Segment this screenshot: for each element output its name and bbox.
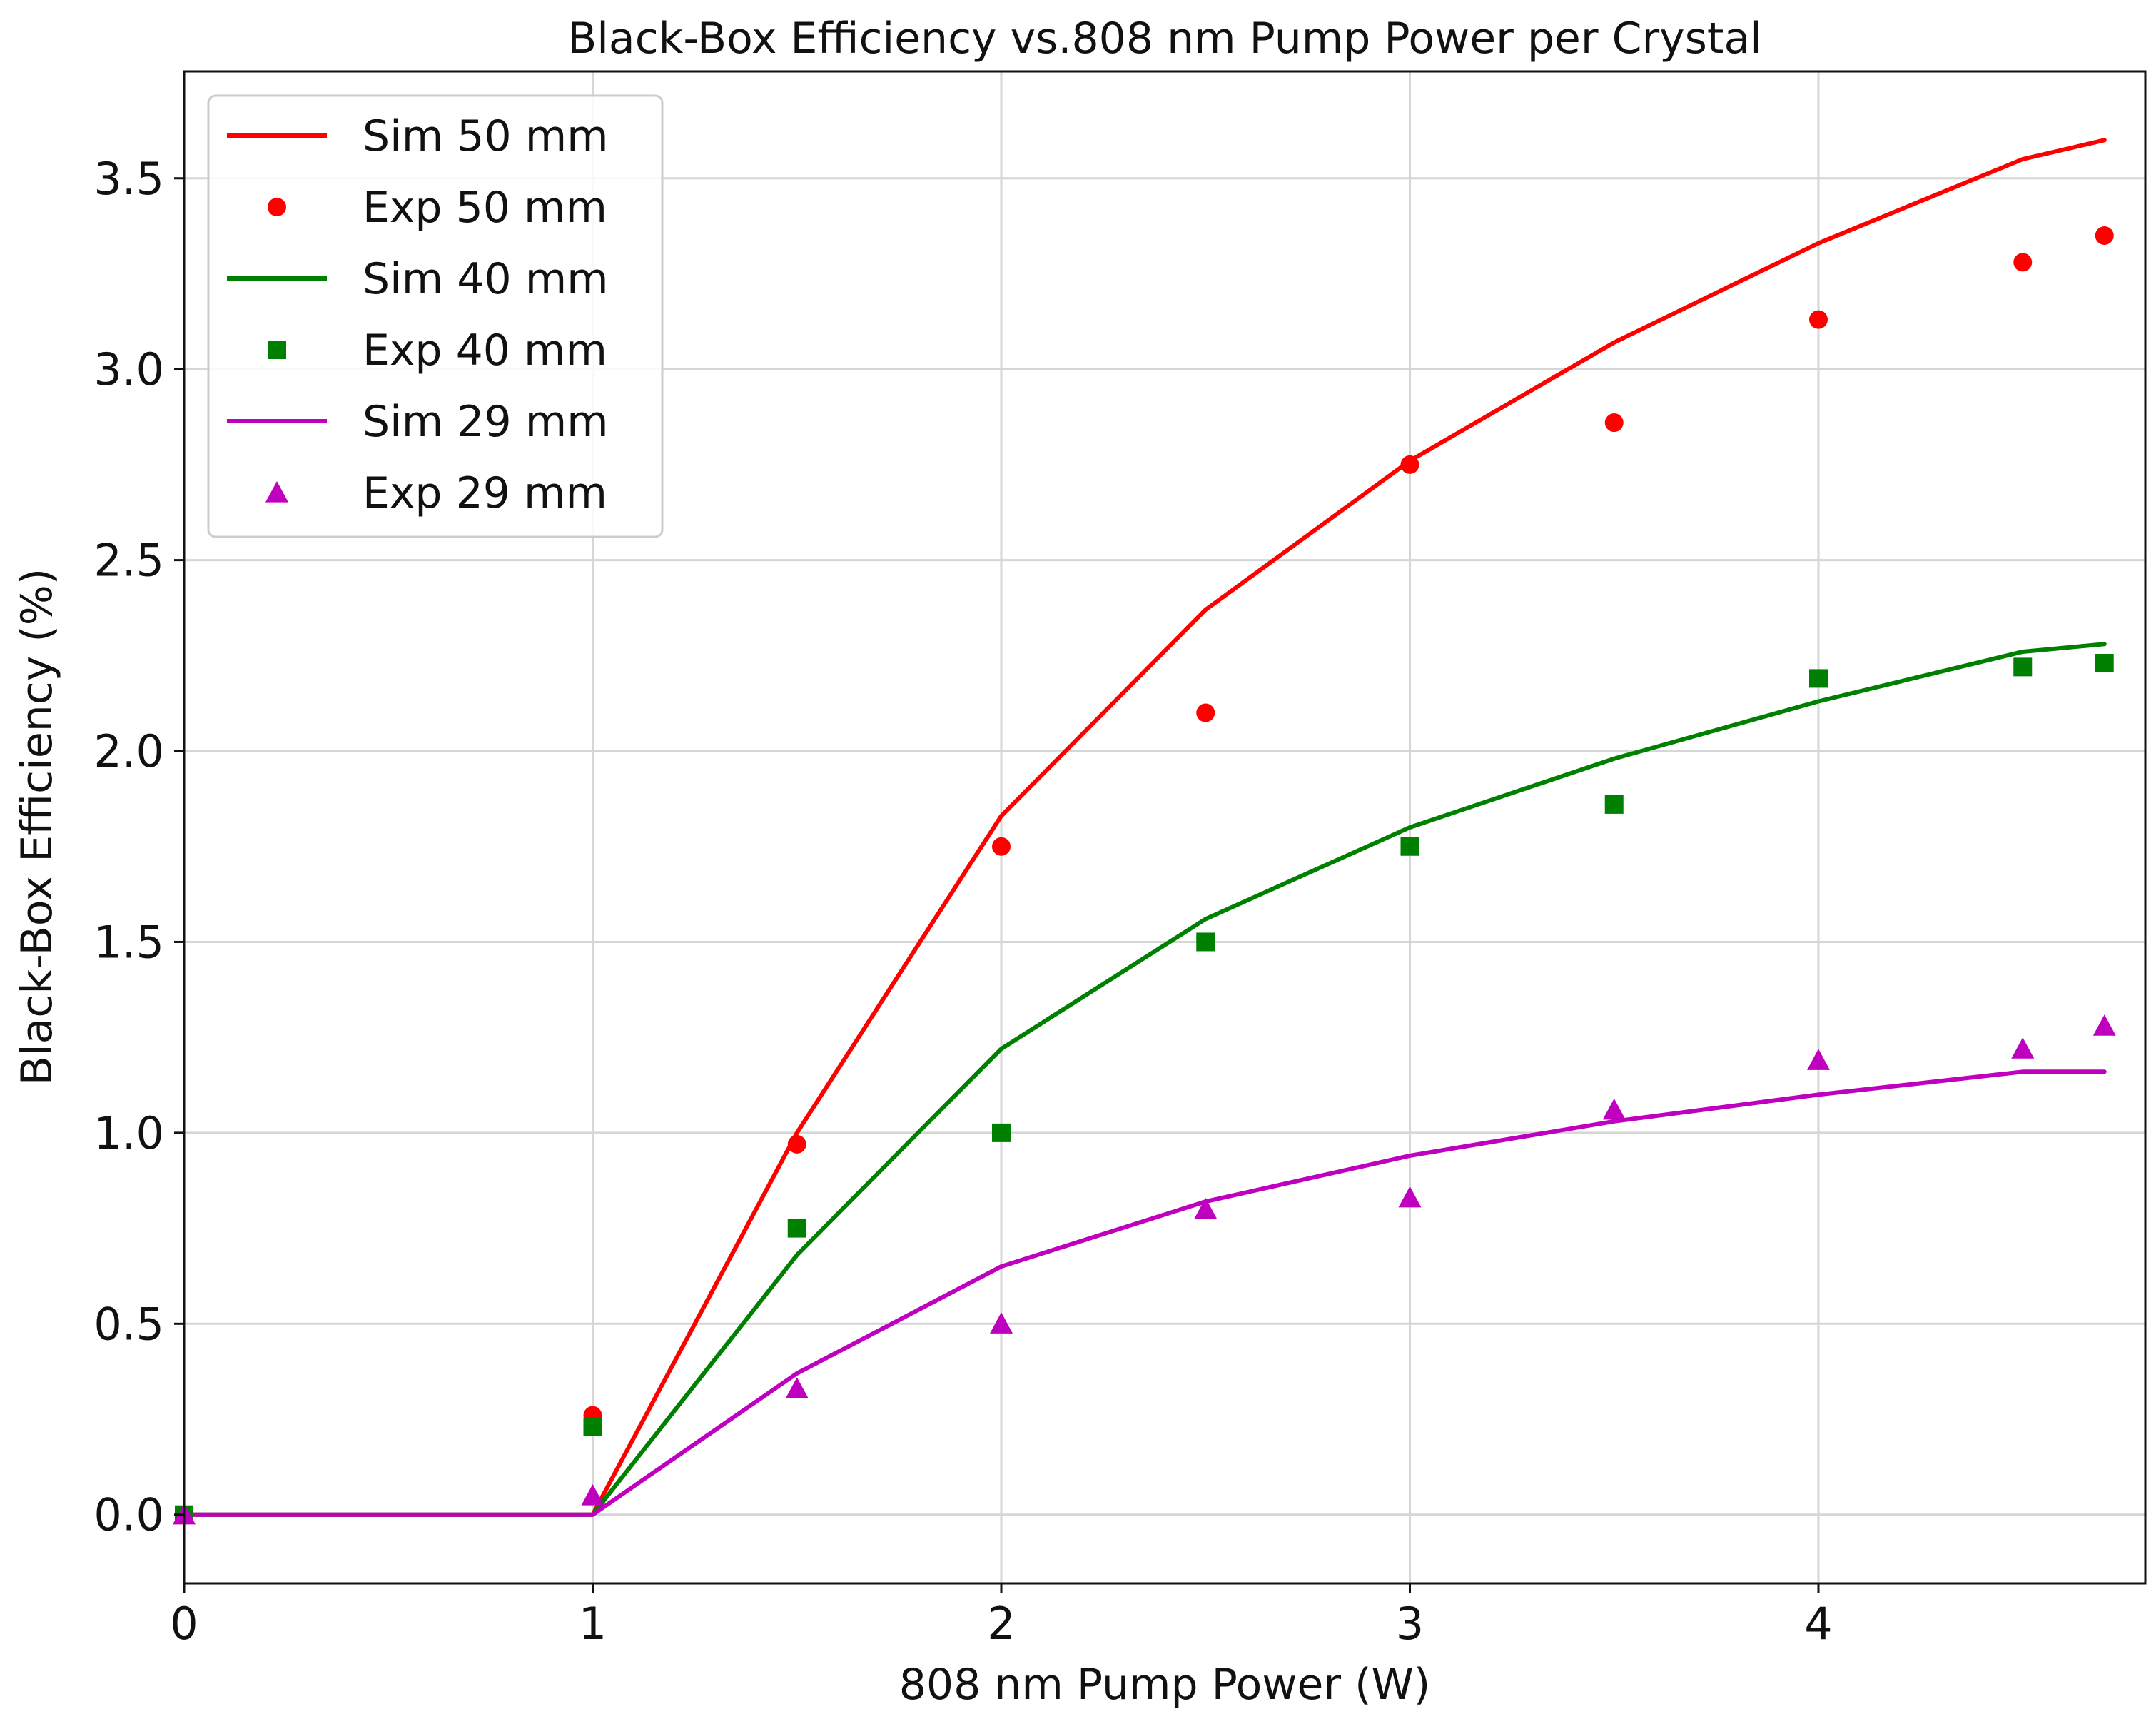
data-point-exp-50-mm — [2095, 226, 2114, 245]
x-axis-label: 808 nm Pump Power (W) — [899, 1660, 1431, 1710]
plot-series — [173, 138, 2116, 1525]
chart-title: Black-Box Efficiency vs.808 nm Pump Powe… — [567, 14, 1762, 64]
legend-entry-sim-40-mm: Sim 40 mm — [227, 254, 609, 304]
legend-label: Sim 50 mm — [363, 111, 609, 161]
y-tick-label: 2.5 — [93, 535, 164, 587]
data-point-exp-40-mm — [2013, 657, 2033, 677]
series-exp-40-mm — [175, 654, 2114, 1524]
data-point-exp-50-mm — [1604, 413, 1624, 433]
axis-ticks: 0 1 2 3 4 0.0 0.5 1.0 1.5 2.0 2.5 3.0 3.5 — [93, 153, 1832, 1650]
legend-label: Sim 40 mm — [363, 254, 609, 304]
data-point-exp-40-mm — [1604, 795, 1624, 814]
data-point-exp-29-mm — [1398, 1186, 1422, 1208]
data-point-exp-40-mm — [1196, 932, 1215, 952]
data-point-exp-29-mm — [785, 1377, 809, 1398]
y-tick-label: 3.0 — [93, 343, 164, 395]
y-tick-label: 0.0 — [93, 1489, 164, 1541]
series-sim-29-mm — [182, 1069, 2107, 1517]
data-point-exp-40-mm — [992, 1123, 1011, 1142]
legend-entry-sim-29-mm: Sim 29 mm — [227, 397, 609, 447]
series-sim-50-mm — [182, 138, 2107, 1517]
x-tick-label: 3 — [1396, 1598, 1424, 1650]
y-tick-label: 1.5 — [93, 916, 164, 968]
x-tick-label: 2 — [987, 1598, 1015, 1650]
plot-frame — [183, 70, 2147, 1585]
legend-label: Exp 40 mm — [363, 326, 607, 375]
series-line-sim-50-mm — [182, 138, 2107, 1517]
legend-label: Exp 50 mm — [363, 183, 607, 233]
legend: Sim 50 mm Exp 50 mm Sim 40 mm Exp 40 mm Sim … — [207, 94, 664, 538]
data-point-exp-40-mm — [2095, 654, 2114, 673]
series-sim-40-mm — [182, 642, 2107, 1517]
x-tick-label: 4 — [1804, 1598, 1832, 1650]
series-line-sim-29-mm — [182, 1069, 2107, 1517]
legend-entry-exp-40-mm: Exp 40 mm — [268, 326, 607, 375]
legend-box — [207, 94, 664, 538]
y-tick-label: 1.0 — [93, 1107, 164, 1159]
legend-entry-exp-29-mm: Exp 29 mm — [265, 468, 607, 518]
data-point-exp-40-mm — [583, 1417, 602, 1436]
data-point-exp-29-mm — [2092, 1014, 2116, 1036]
data-point-exp-40-mm — [1809, 669, 1828, 688]
y-tick-label: 2.0 — [93, 725, 164, 777]
data-point-exp-29-mm — [581, 1483, 604, 1506]
series-line-sim-40-mm — [182, 642, 2107, 1517]
data-point-exp-50-mm — [787, 1134, 806, 1154]
data-point-exp-29-mm — [1807, 1049, 1830, 1070]
legend-entry-exp-50-mm: Exp 50 mm — [268, 183, 607, 233]
data-point-exp-29-mm — [990, 1312, 1013, 1334]
data-point-exp-50-mm — [992, 837, 1011, 856]
y-axis-label: Black-Box Efficiency (%) — [12, 568, 62, 1085]
data-point-exp-50-mm — [1400, 455, 1419, 474]
legend-entry-sim-50-mm: Sim 50 mm — [227, 111, 609, 161]
legend-swatch-marker — [265, 481, 288, 503]
y-tick-label: 0.5 — [93, 1298, 164, 1350]
data-point-exp-50-mm — [1809, 310, 1828, 329]
series-exp-50-mm — [583, 226, 2114, 1425]
legend-swatch-marker — [268, 198, 286, 216]
data-point-exp-40-mm — [1400, 837, 1419, 856]
series-exp-29-mm — [173, 1014, 2116, 1525]
data-point-exp-50-mm — [2013, 253, 2033, 272]
x-tick-label: 0 — [170, 1598, 198, 1650]
data-point-exp-40-mm — [787, 1219, 806, 1238]
y-tick-label: 3.5 — [93, 153, 164, 205]
data-point-exp-29-mm — [1194, 1197, 1218, 1219]
data-point-exp-50-mm — [1196, 703, 1215, 722]
data-point-exp-29-mm — [2011, 1037, 2035, 1059]
data-point-exp-29-mm — [1602, 1098, 1626, 1120]
x-tick-label: 1 — [579, 1598, 607, 1650]
legend-label: Exp 29 mm — [363, 468, 607, 518]
legend-label: Sim 29 mm — [363, 397, 609, 447]
legend-swatch-marker — [268, 341, 286, 359]
